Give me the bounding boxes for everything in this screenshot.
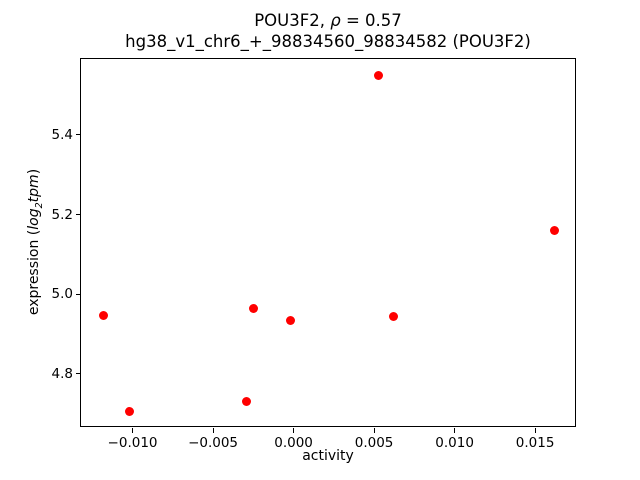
data-point	[248, 304, 258, 314]
x-tick-label: 0.005	[354, 435, 394, 452]
x-tick-mark	[132, 428, 134, 434]
chart-title-line2: hg38_v1_chr6_+_98834560_98834582 (POU3F2…	[125, 32, 531, 51]
title-rho-symbol: ρ	[330, 11, 341, 30]
ylabel-prefix: expression (	[26, 229, 42, 316]
ylabel-suffix: )	[26, 168, 42, 175]
x-tick-mark	[373, 428, 375, 434]
y-tick-mark	[76, 134, 81, 136]
x-tick-mark	[212, 428, 214, 434]
y-tick-mark	[76, 214, 81, 216]
x-tick-label: 0.015	[515, 435, 555, 452]
x-tick-label: 0.010	[435, 435, 474, 452]
y-tick-label: 4.8	[51, 365, 73, 382]
x-tick-mark	[293, 428, 295, 434]
y-tick-mark	[76, 293, 81, 295]
x-axis-label: activity	[302, 448, 354, 464]
data-point	[242, 397, 252, 407]
ylabel-log: log	[26, 208, 42, 230]
y-tick-mark	[76, 373, 81, 375]
x-tick-label: −0.005	[188, 435, 239, 452]
data-point	[124, 406, 134, 416]
x-tick-label: 0.000	[274, 435, 313, 452]
chart-title-line1: POU3F2, ρ = 0.57	[80, 10, 576, 31]
data-point	[285, 316, 295, 326]
y-axis-label: expression (log2tpm)	[26, 168, 45, 316]
ylabel-log-base: 2	[33, 202, 45, 209]
y-tick-label: 5.2	[51, 206, 73, 223]
y-tick-label: 5.4	[51, 126, 73, 143]
x-tick-label: −0.010	[107, 435, 158, 452]
x-tick-mark	[454, 428, 456, 434]
data-point	[549, 225, 559, 235]
x-tick-mark	[534, 428, 536, 434]
plot-area: −0.010 −0.005 0.000 0.005 0.010 0.015 4.8 5.0 5.…	[52, 57, 576, 451]
ylabel-tpm: tpm	[26, 174, 42, 203]
data-point	[388, 311, 398, 321]
title-rho-value: = 0.57	[340, 11, 402, 30]
y-tick-label: 5.0	[51, 286, 73, 303]
data-point	[374, 70, 384, 80]
chart-title: POU3F2, ρ = 0.57 hg38_v1_chr6_+_98834560…	[80, 10, 576, 52]
title-gene-text: POU3F2,	[254, 11, 331, 30]
data-point	[99, 311, 109, 321]
